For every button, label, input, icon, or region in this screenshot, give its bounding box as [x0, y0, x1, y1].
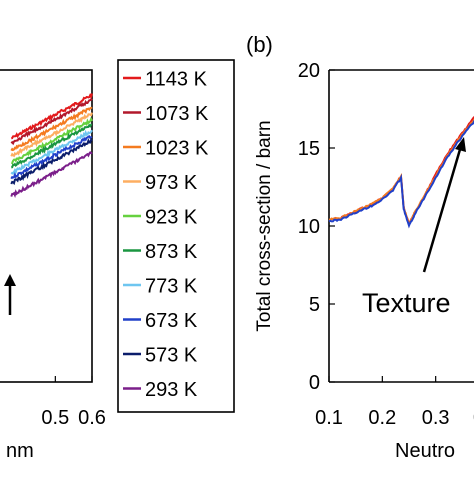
panel-a-series-line — [10, 106, 93, 152]
panel-a-series-line — [10, 112, 93, 158]
legend-label: 673 K — [145, 310, 198, 332]
panel-a: 0.5 0.6 nm — [0, 69, 106, 462]
panel-a-x-label: nm — [6, 440, 34, 462]
legend-label: 773 K — [145, 276, 198, 298]
panel-b-x-tick-label: 0.3 — [422, 407, 450, 429]
panel-a-series-line — [10, 123, 93, 169]
panel-a-series-line — [10, 129, 93, 175]
panel-b-x-tick-label: 0.2 — [368, 407, 396, 429]
legend-label: 293 K — [145, 379, 198, 401]
panel-b-series-line — [328, 115, 474, 226]
legend-label: 1143 K — [145, 69, 208, 91]
panel-a-series-line — [10, 150, 93, 198]
panel-a-x-tick-label: 0.5 — [41, 407, 69, 429]
legend-label: 973 K — [145, 172, 198, 194]
panel-b-x-tick-label: 0.1 — [315, 407, 343, 429]
panel-b-series-line — [328, 118, 474, 228]
panel-b-arrow-shaft — [422, 145, 463, 273]
panel-b-series-line — [328, 120, 474, 229]
panel-b-arrow-head — [455, 137, 466, 152]
panel-a-series-line — [10, 116, 93, 165]
panel-a-x-tick-label: 0.6 — [78, 407, 106, 429]
panel-a-arrow-head — [4, 274, 16, 286]
panel-a-series-line — [10, 135, 93, 180]
panel-b-y-tick-label: 20 — [298, 60, 320, 82]
legend-label: 923 K — [145, 207, 198, 229]
panel-b-y-tick-label: 15 — [298, 138, 320, 160]
panel-b-y-tick-label: 5 — [309, 294, 320, 316]
legend-label: 573 K — [145, 345, 198, 367]
panel-a-series — [10, 93, 93, 198]
panel-a-series-line — [10, 97, 93, 146]
panel-b-label: (b) — [246, 32, 273, 57]
panel-b-annotation: Texture — [362, 288, 451, 318]
panel-b-y-label: Total cross-section / barn — [254, 120, 275, 331]
panel-a-frame — [0, 69, 93, 383]
panel-a-series-line — [10, 93, 93, 140]
panel-b-y-tick-label: 10 — [298, 216, 320, 238]
panel-a-series-line — [10, 137, 93, 186]
panel-a-x-ticks: 0.5 0.6 — [41, 376, 106, 429]
legend-items: 1143 K 1073 K 1023 K 973 K 923 K 873 K 773 K 67… — [123, 69, 209, 401]
legend: 1143 K 1073 K 1023 K 973 K 923 K 873 K 773 K 67… — [117, 59, 235, 413]
panel-b-x-label: Neutro — [395, 440, 455, 462]
legend-label: 1073 K — [145, 103, 209, 125]
panel-b-x-ticks: 0.10.20.30. — [315, 376, 474, 429]
panel-b-y-tick-label: 0 — [309, 372, 320, 394]
legend-label: 1023 K — [145, 138, 209, 160]
panel-b: (b) Total cross-section / barn 05101520 … — [246, 32, 474, 462]
panel-b-y-ticks: 0 5 10 15 20 — [298, 60, 335, 394]
legend-label: 873 K — [145, 241, 198, 263]
panel-b-series — [328, 115, 474, 229]
